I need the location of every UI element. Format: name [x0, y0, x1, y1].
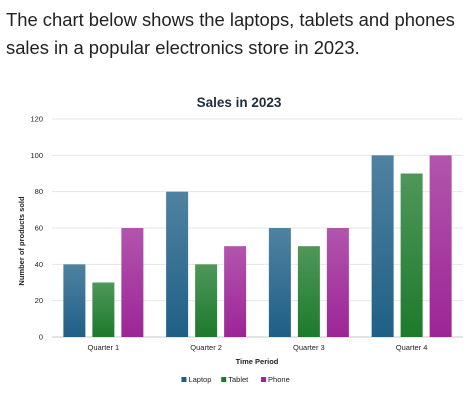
y-tick-label: 80: [35, 187, 43, 196]
bar-tablet-quarter-3: [297, 246, 320, 337]
legend: Laptop Tablet Phone: [181, 375, 290, 384]
y-tick-label: 0: [39, 333, 43, 342]
bar-phone-quarter-4: [429, 155, 452, 337]
chart-title: Sales in 2023: [197, 95, 282, 110]
bar-laptop-quarter-3: [268, 228, 291, 337]
legend-label-tablet: Tablet: [228, 375, 249, 384]
y-axis-label: Number of products sold: [17, 196, 26, 286]
gridlines: [52, 118, 463, 338]
legend-swatch-phone: [261, 377, 267, 382]
legend-swatch-laptop: [181, 377, 187, 382]
y-tick-label: 100: [30, 151, 43, 160]
bar-tablet-quarter-1: [92, 282, 115, 337]
y-tick-label: 20: [35, 296, 43, 305]
y-tick-label: 40: [35, 260, 43, 269]
x-axis-ticks: Quarter 1 Quarter 2 Quarter 3 Quarter 4: [88, 343, 428, 352]
intro-text: The chart below shows the laptops, table…: [6, 9, 455, 58]
x-tick-label: Quarter 4: [396, 343, 428, 352]
x-tick-label: Quarter 2: [190, 343, 222, 352]
bar-phone-quarter-2: [224, 246, 247, 337]
y-axis-ticks: 0 20 40 60 80 100 120: [30, 115, 43, 342]
legend-label-phone: Phone: [268, 375, 290, 384]
legend-swatch-tablet: [221, 377, 227, 382]
x-tick-label: Quarter 1: [88, 343, 120, 352]
legend-label-laptop: Laptop: [188, 375, 211, 384]
bar-tablet-quarter-2: [195, 264, 218, 337]
x-axis-label: Time Period: [236, 357, 279, 366]
bars: [63, 155, 452, 337]
y-tick-label: 60: [35, 224, 43, 233]
bar-phone-quarter-3: [326, 228, 349, 337]
bar-laptop-quarter-2: [166, 191, 189, 337]
bar-tablet-quarter-4: [400, 173, 423, 337]
bar-phone-quarter-1: [121, 228, 144, 337]
x-tick-label: Quarter 3: [293, 343, 325, 352]
bar-laptop-quarter-1: [63, 264, 86, 337]
y-tick-label: 120: [30, 115, 43, 124]
bar-laptop-quarter-4: [371, 155, 394, 337]
